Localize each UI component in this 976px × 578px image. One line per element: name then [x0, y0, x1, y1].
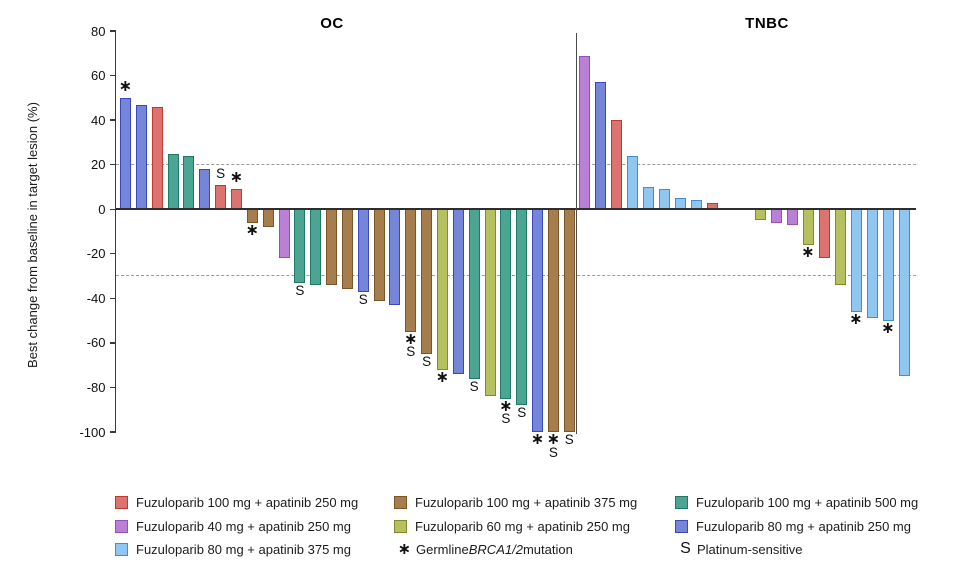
y-tick-label: 60 — [91, 68, 106, 84]
platinum-sensitive-marker: S — [295, 282, 305, 298]
legend-label: Platinum-sensitive — [697, 541, 803, 557]
legend-item-olive: Fuzuloparib 60 mg + apatinib 250 mg — [394, 518, 630, 534]
platinum-sensitive-marker: S — [501, 411, 511, 427]
y-tick-label: -80 — [86, 379, 106, 395]
platinum-sensitive-marker: S — [469, 378, 479, 394]
y-tick — [109, 208, 116, 210]
y-tick-label: 20 — [91, 157, 106, 173]
legend-label: Fuzuloparib 40 mg + apatinib 250 mg — [136, 518, 351, 534]
platinum-sensitive-marker: S — [564, 432, 574, 447]
platinum-sensitive-marker: S — [358, 291, 368, 307]
legend-label: Fuzuloparib 60 mg + apatinib 250 mg — [415, 518, 630, 534]
brca-mutation-asterisk: ∗ — [404, 330, 418, 348]
legend-item-brown: Fuzuloparib 100 mg + apatinib 375 mg — [394, 494, 637, 510]
legend-item-brca-mutation: ∗ Germline BRCA1/2 mutation — [394, 541, 573, 558]
y-tick-label: -100 — [79, 424, 106, 440]
brca-mutation-asterisk: ∗ — [530, 431, 545, 448]
legend-label-part: mutation — [522, 541, 573, 557]
y-tick — [109, 297, 116, 300]
brca-mutation-asterisk: ∗ — [499, 397, 513, 415]
red-swatch-icon — [115, 495, 128, 509]
reference-line--30 — [115, 275, 916, 277]
y-tick-label: -60 — [86, 335, 106, 351]
y-tick-label: -40 — [86, 290, 106, 306]
legend-item-blue: Fuzuloparib 80 mg + apatinib 250 mg — [675, 518, 911, 534]
brca-mutation-asterisk: ∗ — [245, 221, 259, 239]
teal-swatch-icon — [675, 495, 688, 509]
brca-mutation-asterisk: ∗ — [435, 368, 450, 386]
y-tick-label: 80 — [91, 23, 106, 39]
platinum-sensitive-marker: S — [406, 344, 416, 360]
legend-label: Fuzuloparib 80 mg + apatinib 250 mg — [696, 518, 911, 534]
legend-item-platinum-sensitive: S Platinum-sensitive — [675, 540, 803, 557]
brca-mutation-asterisk: ∗ — [546, 431, 561, 448]
platinum-sensitive-marker: S — [216, 165, 226, 181]
s-symbol-icon: S — [680, 540, 691, 557]
brca-mutation-asterisk: ∗ — [118, 77, 133, 95]
y-tick — [109, 386, 116, 389]
zero-baseline — [115, 208, 916, 211]
y-tick — [109, 342, 116, 344]
platinum-sensitive-marker: S — [548, 444, 558, 460]
y-tick — [109, 253, 116, 255]
legend-item-lightblue: Fuzuloparib 80 mg + apatinib 375 mg — [115, 541, 351, 557]
legend-item-red: Fuzuloparib 100 mg + apatinib 250 mg — [115, 494, 358, 510]
brca-mutation-asterisk: ∗ — [801, 243, 815, 261]
y-tick-label: 40 — [91, 112, 106, 128]
panel-title-oc: OC — [320, 15, 344, 32]
legend-label: Fuzuloparib 80 mg + apatinib 375 mg — [136, 541, 351, 557]
legend-item-purple: Fuzuloparib 40 mg + apatinib 250 mg — [115, 518, 351, 534]
blue-swatch-icon — [675, 519, 688, 533]
brown-swatch-icon — [394, 495, 407, 509]
reference-line-20 — [115, 163, 916, 165]
y-tick-label: 0 — [98, 201, 106, 217]
y-tick — [109, 74, 116, 77]
legend-item-teal: Fuzuloparib 100 mg + apatinib 500 mg — [675, 494, 918, 510]
legend-label-part: BRCA1/2 — [468, 541, 523, 557]
y-tick — [109, 163, 116, 166]
brca-mutation-asterisk: ∗ — [849, 310, 863, 328]
panel-separator-line — [576, 33, 578, 434]
olive-swatch-icon — [394, 519, 407, 533]
legend-label: Fuzuloparib 100 mg + apatinib 375 mg — [415, 494, 638, 510]
asterisk-symbol-icon: ∗ — [397, 541, 412, 558]
platinum-sensitive-marker: S — [517, 405, 527, 421]
platinum-sensitive-marker: S — [422, 354, 432, 370]
y-tick — [109, 431, 116, 433]
legend-label: Fuzuloparib 100 mg + apatinib 500 mg — [696, 494, 919, 510]
panel-title-tnbc: TNBC — [745, 15, 789, 32]
purple-swatch-icon — [115, 519, 128, 533]
y-axis-line — [114, 31, 117, 433]
legend-label: Fuzuloparib 100 mg + apatinib 250 mg — [136, 494, 359, 510]
y-tick — [109, 30, 116, 32]
y-tick-label: -20 — [86, 246, 106, 262]
brca-mutation-asterisk: ∗ — [229, 169, 244, 187]
lightblue-swatch-icon — [115, 542, 128, 556]
legend-label-part: Germline — [416, 541, 469, 557]
brca-mutation-asterisk: ∗ — [881, 319, 895, 337]
y-tick — [109, 119, 116, 121]
